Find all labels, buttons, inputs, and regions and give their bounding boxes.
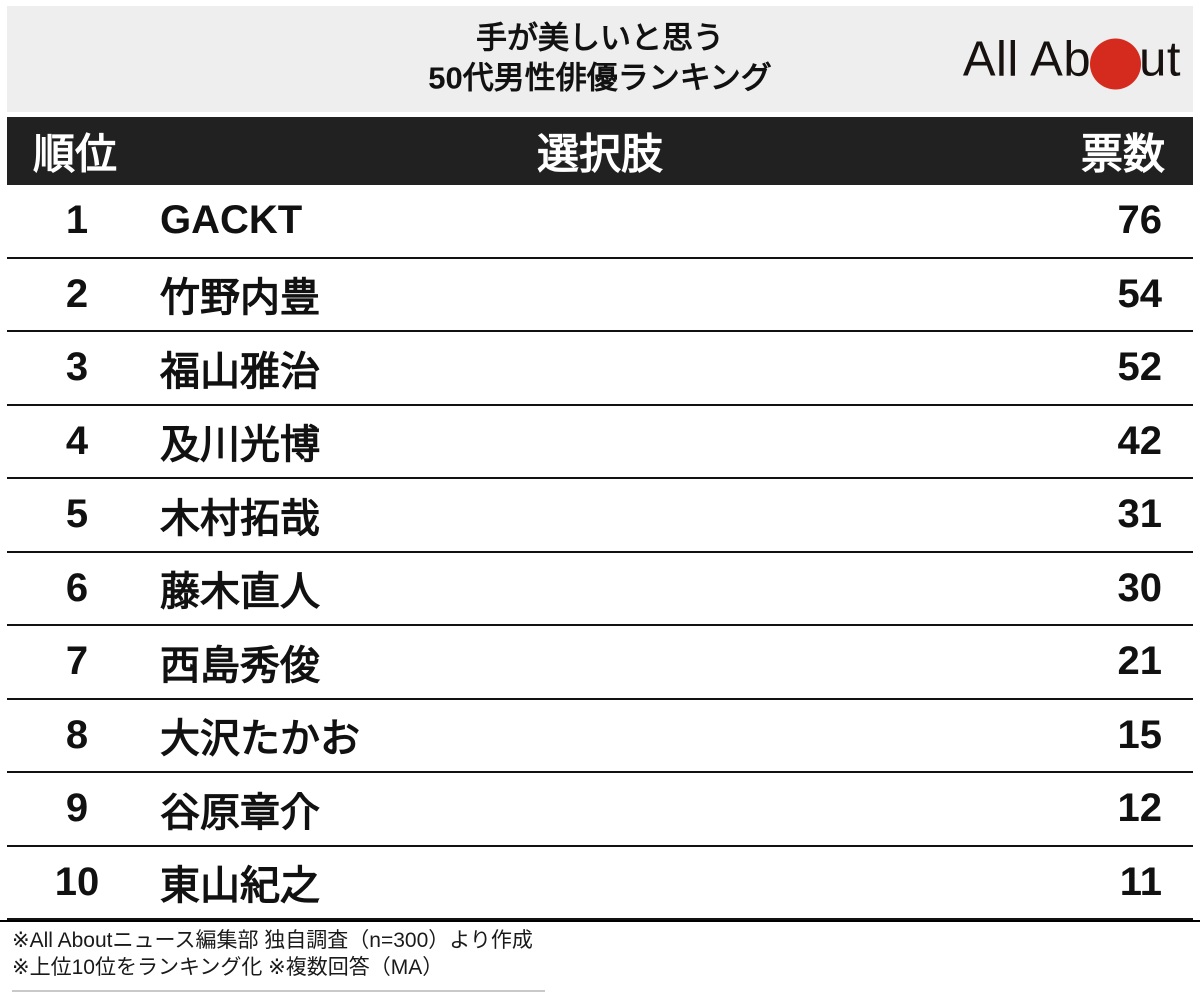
rank-cell: 10 [54,859,100,904]
name-cell: 福山雅治 [160,349,320,394]
votes-cell: 42 [1117,418,1163,463]
votes-cell: 11 [1119,859,1162,904]
name-cell: 木村拓哉 [160,496,320,541]
rank-cell: 7 [65,639,89,684]
votes-cell: 31 [1117,492,1163,537]
table-row: 9 谷原章介 12 [7,773,1193,847]
logo-text-left: All Ab [962,32,1092,86]
table-header: 順位 選択肢 票数 [7,117,1193,185]
title-line-2: 50代男性俳優ランキング [428,61,772,96]
votes-cell: 30 [1117,565,1163,610]
column-header-votes: 票数 [1080,130,1165,178]
name-cell: 東山紀之 [160,864,320,909]
votes-cell: 54 [1117,271,1163,316]
bottom-divider [12,989,545,992]
rank-cell: 8 [65,712,89,757]
logo-red-dot-icon [1090,38,1142,90]
rank-cell: 1 [65,198,89,243]
rank-cell: 6 [65,565,89,610]
rank-cell: 5 [65,492,89,537]
table-row: 4 及川光博 42 [7,405,1193,479]
name-cell: 谷原章介 [160,790,320,835]
votes-cell: 76 [1117,198,1163,243]
name-cell: 西島秀俊 [160,643,320,688]
table-row: 5 木村拓哉 31 [7,479,1193,553]
table-row: 2 竹野内豊 54 [7,258,1193,332]
title-band: 手が美しいと思う 50代男性俳優ランキング All Ab ut [7,6,1193,112]
votes-cell: 21 [1117,639,1163,684]
table-body: 1 GACKT 76 2 竹野内豊 54 3 福山雅治 52 4 及川光博 42… [7,185,1193,920]
table-row: 7 西島秀俊 21 [7,626,1193,700]
page-title: 手が美しいと思う 50代男性俳優ランキング [7,19,1193,100]
table-row: 10 東山紀之 11 [7,846,1193,920]
name-cell: 竹野内豊 [160,276,320,321]
logo-text-right: ut [1139,32,1181,86]
allabout-logo: All Ab ut [963,29,1181,90]
votes-cell: 52 [1117,345,1163,390]
votes-cell: 15 [1117,712,1163,757]
votes-cell: 12 [1117,786,1163,831]
column-header-rank: 順位 [33,130,118,178]
rank-cell: 4 [65,418,89,463]
name-cell: 大沢たかお [160,717,360,762]
footnotes: ※All Aboutニュース編集部 独自調査（n=300）より作成 ※上位10位… [0,920,1200,992]
column-header-choice: 選択肢 [536,130,663,178]
name-cell: 藤木直人 [160,570,320,615]
table-row: 3 福山雅治 52 [7,332,1193,406]
rank-cell: 9 [65,786,89,831]
table-row: 6 藤木直人 30 [7,552,1193,626]
name-cell: 及川光博 [160,423,320,468]
footnote-1: ※All Aboutニュース編集部 独自調査（n=300）より作成 [12,929,533,952]
rank-cell: 2 [65,271,89,316]
table-row: 1 GACKT 76 [7,185,1193,259]
title-line-1: 手が美しいと思う [476,20,724,56]
table-row: 8 大沢たかお 15 [7,699,1193,773]
rank-cell: 3 [65,345,89,390]
footnote-2: ※上位10位をランキング化 ※複数回答（MA） [12,956,444,980]
name-cell: GACKT [160,198,303,243]
